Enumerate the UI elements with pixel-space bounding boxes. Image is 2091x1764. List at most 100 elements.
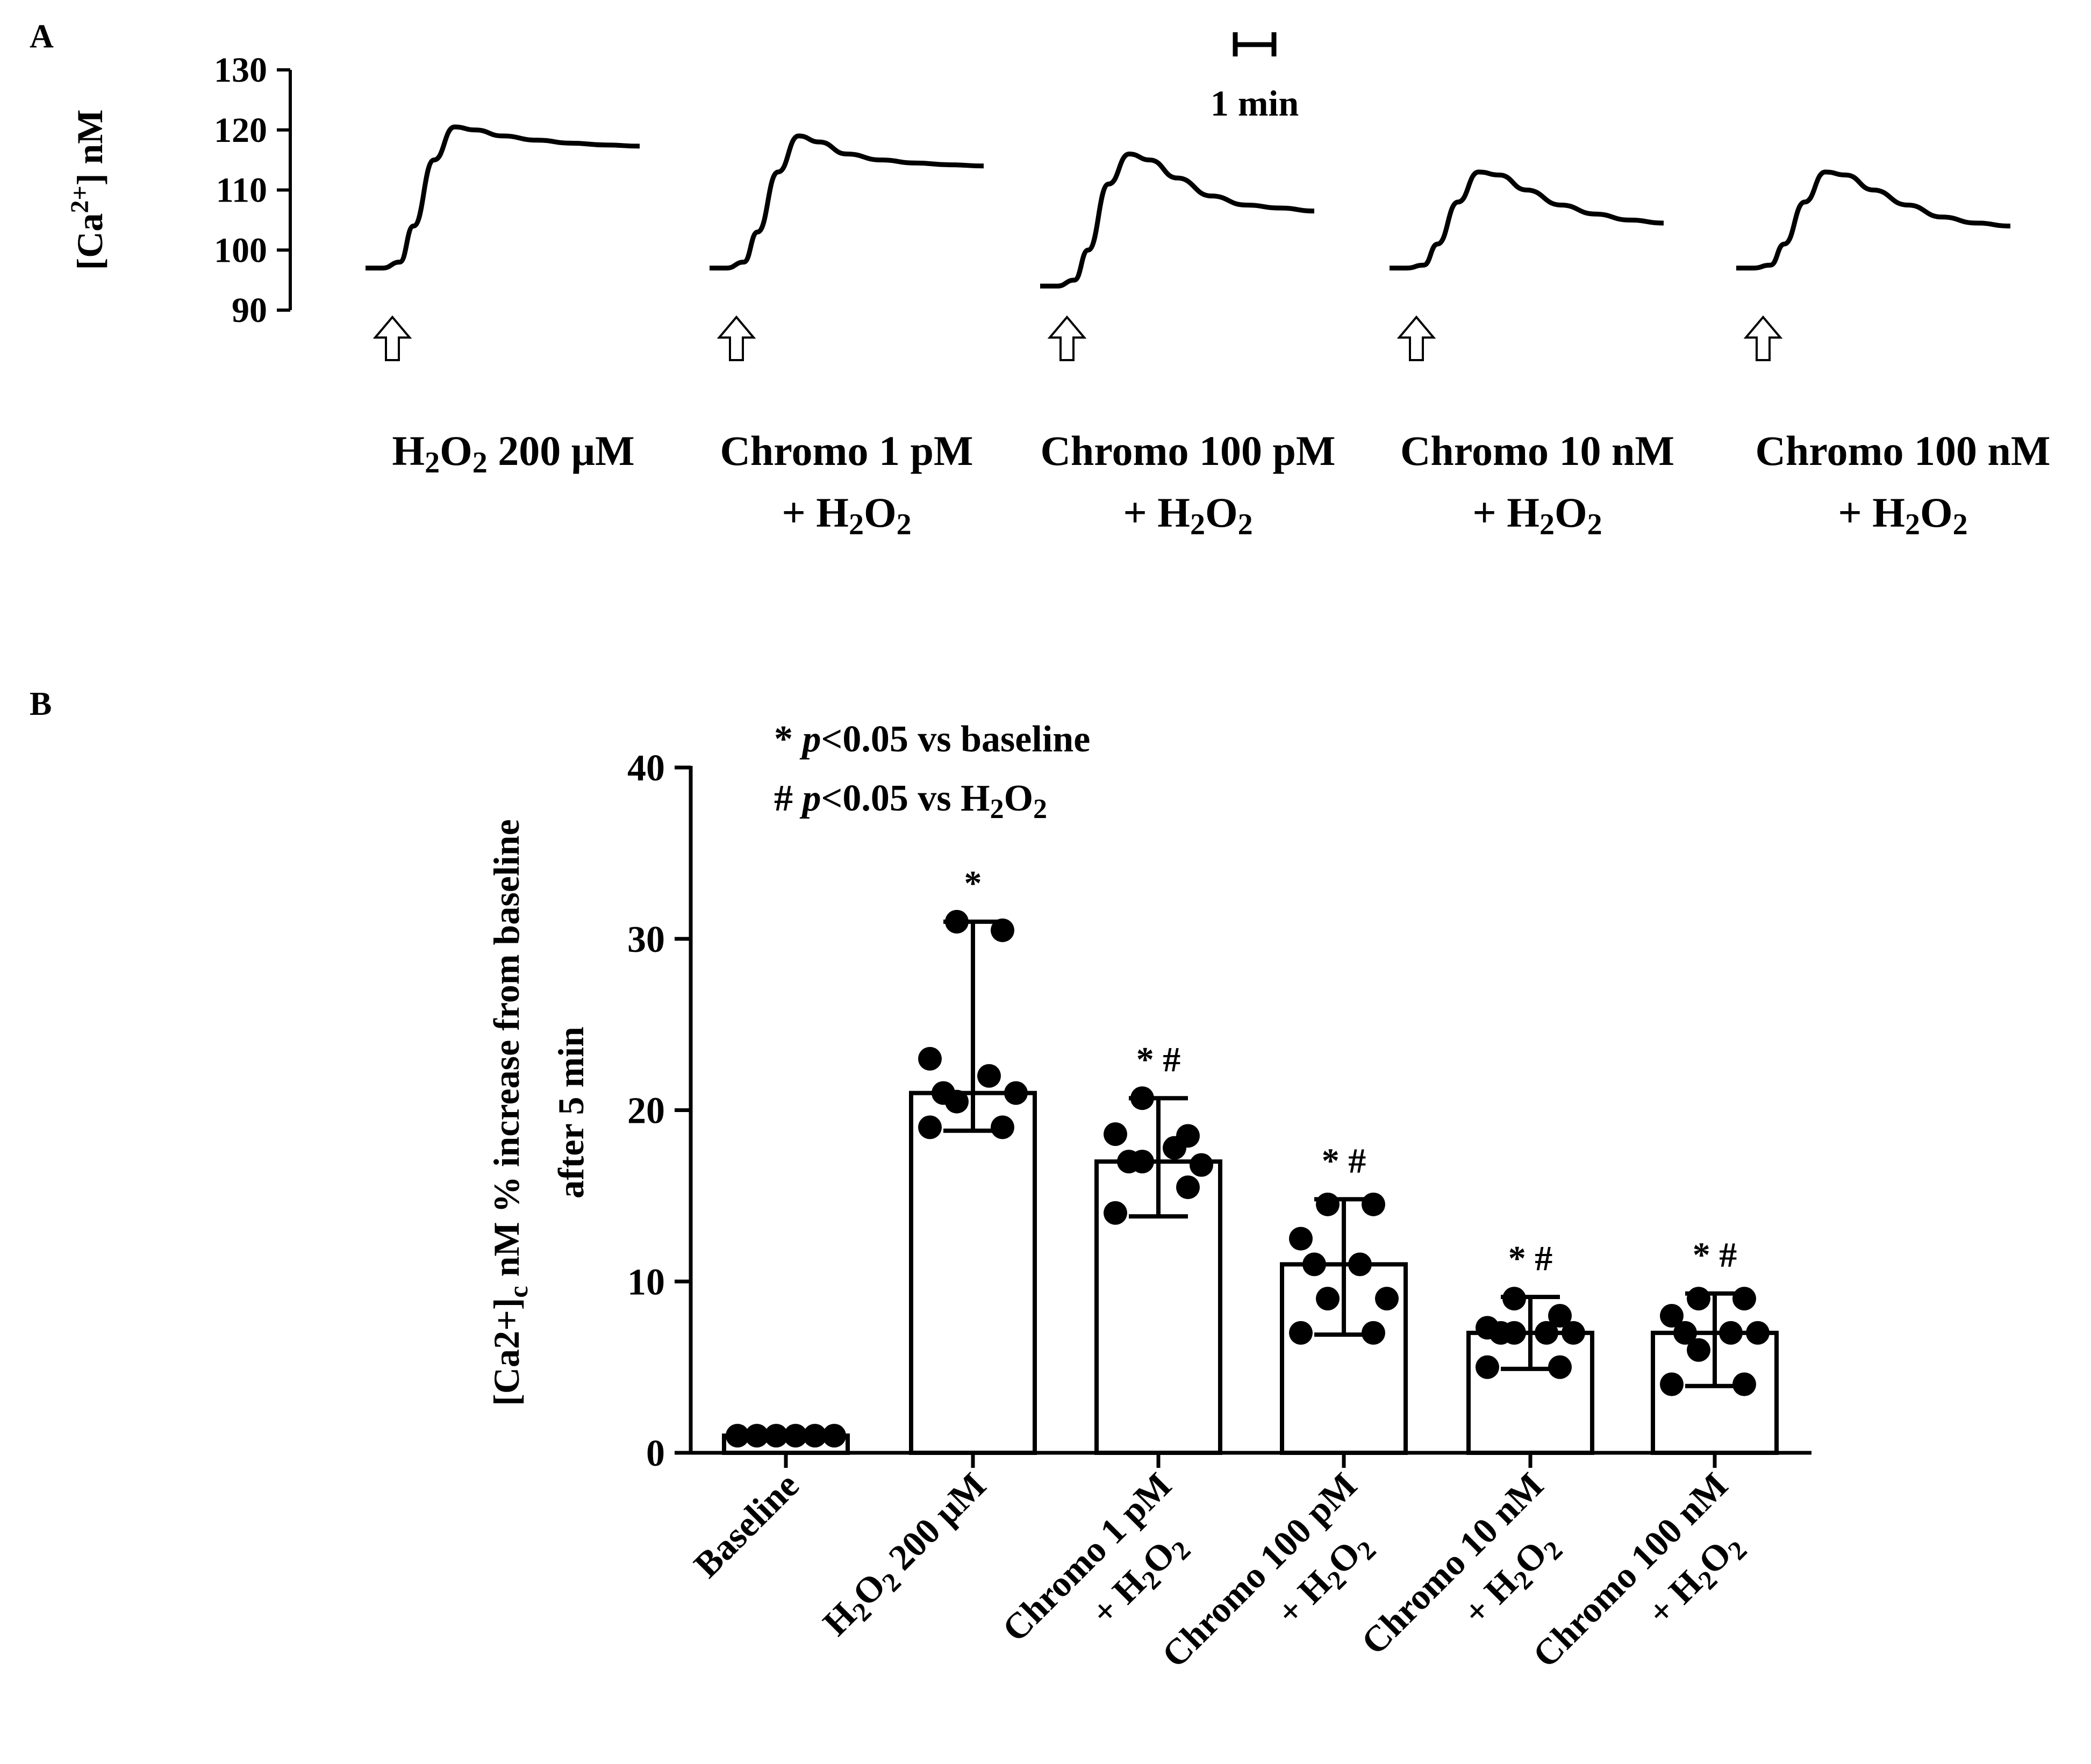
data-point xyxy=(1548,1355,1572,1379)
calcium-trace xyxy=(365,124,640,271)
stimulus-arrow-icon xyxy=(373,315,412,361)
data-point xyxy=(1746,1321,1770,1345)
panel-b-bar-chart: 0 10 20 30 40 [Ca2+]c nM % increase from bas… xyxy=(486,719,1811,1675)
data-point xyxy=(1316,1192,1340,1216)
panel-b-y-tick-label: 10 xyxy=(627,1261,665,1303)
calcium-trace xyxy=(1389,169,1664,271)
x-tick-label: Chromo 100 nM+ H2​O2​ xyxy=(1524,1465,1752,1675)
scale-bar-label: 1 min xyxy=(1211,83,1299,124)
x-tick-label-line1: Baseline xyxy=(686,1465,807,1586)
data-point xyxy=(726,1424,749,1448)
panel-a-y-tick-label: 110 xyxy=(216,171,267,210)
data-point xyxy=(1190,1153,1213,1177)
data-point xyxy=(1502,1321,1526,1345)
panel-a-y-tick-label: 130 xyxy=(214,51,267,90)
data-point xyxy=(1176,1175,1200,1199)
panel-b-y-tick-label: 20 xyxy=(627,1091,665,1132)
trace-condition-label: + H2​O2​ xyxy=(782,489,911,541)
data-point xyxy=(1732,1372,1756,1396)
data-point xyxy=(1687,1287,1710,1311)
data-point xyxy=(1130,1150,1154,1174)
panel-b-y-axis-label-line2: after 5 min xyxy=(550,1027,591,1199)
panel-b-y-tick-label: 30 xyxy=(627,919,665,960)
scale-bar xyxy=(1233,32,1277,56)
data-point xyxy=(991,1115,1014,1139)
data-point xyxy=(1660,1372,1684,1396)
data-point xyxy=(918,1046,942,1071)
significance-marker: * # xyxy=(1322,1141,1366,1180)
panel-b-y-tick-label: 40 xyxy=(627,748,665,789)
data-point xyxy=(1719,1321,1743,1345)
x-tick-label-line2: + H2​O2​ xyxy=(1083,1523,1196,1636)
trace-condition-label: Chromo 1 pM xyxy=(720,427,973,474)
data-point xyxy=(1548,1304,1572,1328)
trace-condition-label: H2​O2​ 200 μM xyxy=(392,427,634,479)
bar xyxy=(909,1091,1037,1455)
data-point xyxy=(1562,1321,1585,1345)
significance-marker: * # xyxy=(1508,1239,1553,1278)
panel-b-y-axis-label-line1: [Ca2+]c nM % increase from baseline xyxy=(486,819,533,1406)
trace-condition-label: Chromo 100 nM xyxy=(1756,427,2051,474)
x-tick-label: Baseline xyxy=(686,1465,807,1586)
data-point xyxy=(991,918,1014,942)
trace-condition-label: Chromo 10 nM xyxy=(1400,427,1674,474)
panel-label-a: A xyxy=(30,18,54,55)
panel-a-y-tick-label: 90 xyxy=(232,291,267,330)
data-point xyxy=(1375,1287,1399,1311)
data-point xyxy=(1362,1321,1385,1345)
data-point xyxy=(1289,1321,1313,1345)
significance-marker: * # xyxy=(1693,1236,1737,1275)
panel-a-y-axis-label: [Ca2+] nM xyxy=(66,110,110,270)
significance-note-h2o2: # p<0.05 vs H2​O2​ xyxy=(774,778,1047,824)
panel-label-b: B xyxy=(30,686,52,722)
data-point xyxy=(1535,1321,1558,1345)
data-point xyxy=(1362,1192,1385,1216)
data-point xyxy=(945,1089,969,1114)
data-point xyxy=(784,1424,807,1448)
stimulus-arrow-icon xyxy=(1743,315,1783,361)
data-point xyxy=(977,1064,1001,1088)
panel-a-y-tick-label: 100 xyxy=(214,231,267,270)
data-point xyxy=(1289,1227,1313,1251)
data-point xyxy=(1502,1287,1526,1311)
data-point xyxy=(1302,1252,1326,1277)
data-point xyxy=(803,1424,827,1448)
x-tick-label: H2​O2​ 200 μM xyxy=(815,1465,998,1647)
data-point xyxy=(1163,1136,1186,1160)
x-tick-label-line1: H2​O2​ 200 μM xyxy=(815,1465,998,1647)
data-point xyxy=(764,1424,788,1448)
stimulus-arrow-icon xyxy=(1397,315,1436,361)
data-point xyxy=(822,1424,846,1448)
trace-condition-label: + H2​O2​ xyxy=(1838,489,1967,541)
data-point xyxy=(1348,1252,1372,1277)
calcium-trace xyxy=(709,133,984,271)
data-point xyxy=(1476,1355,1499,1379)
data-point xyxy=(918,1115,942,1139)
data-point xyxy=(1316,1287,1340,1311)
calcium-trace xyxy=(1736,169,2011,271)
data-point xyxy=(745,1424,769,1448)
significance-marker: * # xyxy=(1136,1040,1181,1079)
stimulus-arrow-icon xyxy=(717,315,756,361)
x-tick-label: Chromo 100 pM+ H2​O2​ xyxy=(1154,1465,1381,1675)
data-point xyxy=(1004,1081,1028,1105)
calcium-trace xyxy=(1040,151,1315,289)
significance-marker: * xyxy=(964,864,982,903)
trace-condition-label: Chromo 100 pM xyxy=(1041,427,1336,474)
data-point xyxy=(1732,1287,1756,1311)
significance-note-baseline: * p<0.05 vs baseline xyxy=(774,719,1090,760)
data-point xyxy=(1104,1122,1127,1146)
data-point xyxy=(1673,1321,1697,1345)
trace-condition-label: + H2​O2​ xyxy=(1123,489,1252,541)
panel-a-traces: 90 100 110 120 130 [Ca2+] nM 1 min H2​O2​ 20… xyxy=(66,32,2050,541)
trace-condition-label: + H2​O2​ xyxy=(1472,489,1602,541)
data-point xyxy=(1130,1086,1154,1110)
data-point xyxy=(1687,1338,1710,1362)
data-point xyxy=(945,909,969,934)
stimulus-arrow-icon xyxy=(1047,315,1087,361)
data-point xyxy=(1104,1201,1127,1225)
data-point xyxy=(1660,1304,1684,1328)
panel-a-y-tick-label: 120 xyxy=(214,111,267,150)
panel-b-y-tick-label: 0 xyxy=(646,1433,665,1474)
